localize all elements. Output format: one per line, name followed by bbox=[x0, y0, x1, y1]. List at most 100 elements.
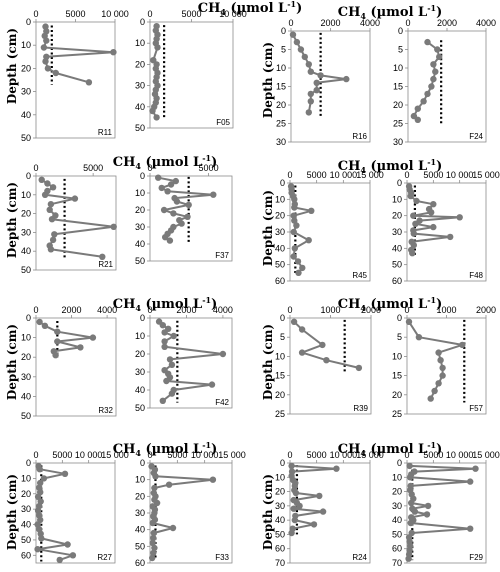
data-point bbox=[301, 53, 308, 61]
y-tick-label: 10 bbox=[393, 63, 403, 73]
data-point bbox=[459, 341, 466, 349]
data-point bbox=[48, 216, 56, 223]
x-tick-label: 10 000 bbox=[330, 450, 358, 460]
y-tick-label: 50 bbox=[21, 133, 31, 143]
chart-title: CH4 (µmol L-1) bbox=[338, 440, 443, 458]
y-tick-label: 0 bbox=[398, 26, 403, 36]
data-point bbox=[208, 381, 216, 388]
data-point bbox=[298, 349, 306, 356]
data-point bbox=[288, 462, 295, 470]
data-point bbox=[413, 197, 420, 205]
plot-frame bbox=[406, 182, 487, 282]
plot-frame bbox=[149, 317, 233, 409]
y-tick-label: 40 bbox=[21, 520, 31, 530]
data-point bbox=[407, 192, 414, 200]
data-point bbox=[184, 213, 191, 220]
plot-frame bbox=[35, 175, 117, 271]
x-tick-label: 0 bbox=[405, 18, 410, 28]
data-point bbox=[408, 499, 415, 507]
data-point bbox=[410, 230, 417, 237]
data-point bbox=[310, 521, 318, 528]
y-tick-label: 20 bbox=[135, 205, 145, 215]
data-point bbox=[293, 222, 300, 229]
y-tick-label: 60 bbox=[392, 544, 402, 554]
y-tick-label: 40 bbox=[135, 239, 145, 249]
x-tick-label: 4000 bbox=[213, 305, 233, 315]
y-tick-label: 20 bbox=[392, 487, 402, 497]
data-point bbox=[305, 61, 312, 68]
y-tick-label: 0 bbox=[280, 458, 285, 468]
plot-frame bbox=[35, 317, 117, 417]
data-point bbox=[38, 535, 45, 542]
data-point bbox=[411, 508, 419, 515]
data-point bbox=[439, 364, 446, 372]
data-point bbox=[49, 184, 57, 191]
y-tick-label: 30 bbox=[135, 367, 145, 377]
data-point bbox=[424, 38, 431, 46]
y-axis-label: Depth (cm) bbox=[261, 474, 275, 550]
data-point bbox=[52, 352, 59, 359]
y-tick-label: 5 bbox=[280, 332, 285, 342]
y-tick-label: 40 bbox=[21, 391, 31, 401]
y-axis-label: Depth (cm) bbox=[5, 474, 19, 550]
x-tick-label: 1000 bbox=[436, 305, 456, 315]
data-point bbox=[41, 322, 49, 329]
data-point bbox=[161, 329, 168, 336]
data-point bbox=[296, 502, 303, 510]
chart-title: CH4 (µmol L-1) bbox=[198, 0, 303, 17]
data-point bbox=[295, 269, 302, 276]
data-point bbox=[54, 328, 61, 335]
x-tick-label: 5000 bbox=[307, 170, 327, 180]
x-tick-label: 15 000 bbox=[472, 170, 500, 180]
y-tick-label: 40 bbox=[275, 515, 285, 525]
data-point bbox=[34, 493, 42, 500]
y-tick-label: 30 bbox=[393, 137, 403, 147]
data-point bbox=[467, 525, 474, 532]
x-tick-label: 1000 bbox=[320, 305, 340, 315]
y-tick-label: 25 bbox=[275, 409, 285, 419]
y-tick-label: 30 bbox=[135, 222, 145, 232]
data-point bbox=[153, 114, 160, 121]
y-tick-label: 10 bbox=[135, 331, 145, 341]
y-tick-label: 10 bbox=[275, 194, 285, 204]
y-tick-label: 15 bbox=[275, 371, 285, 381]
data-point bbox=[290, 212, 297, 219]
data-point bbox=[110, 49, 117, 56]
y-tick-label: 10 bbox=[275, 351, 285, 361]
data-point bbox=[305, 109, 312, 116]
y-tick-label: 10 bbox=[21, 333, 31, 343]
data-point bbox=[47, 246, 55, 253]
data-point bbox=[291, 245, 298, 252]
x-tick-label: 0 bbox=[404, 170, 409, 180]
data-point bbox=[56, 556, 63, 564]
y-tick-label: 20 bbox=[275, 211, 285, 221]
x-tick-label: 0 bbox=[33, 9, 38, 19]
series-line bbox=[408, 321, 464, 400]
data-point bbox=[44, 180, 51, 187]
x-tick-label: 0 bbox=[147, 163, 152, 173]
data-point bbox=[154, 44, 161, 51]
panel-f42: 0 2000 4000 0 10 20 30 40 50 F42 bbox=[135, 305, 233, 413]
y-tick-label: 20 bbox=[135, 59, 145, 69]
x-tick-label: 15 000 bbox=[356, 170, 384, 180]
panel-f05: 0 5000 10 000 0 10 20 30 40 50 F05 bbox=[135, 9, 247, 133]
y-tick-label: 0 bbox=[397, 458, 402, 468]
data-point bbox=[46, 206, 53, 213]
y-tick-label: 25 bbox=[393, 119, 403, 129]
data-point bbox=[161, 338, 168, 345]
plot-frame bbox=[406, 317, 487, 415]
x-tick-label: 5000 bbox=[423, 170, 443, 180]
x-tick-label: 2000 bbox=[62, 305, 82, 315]
y-tick-label: 10 bbox=[392, 351, 402, 361]
x-tick-label: 5000 bbox=[167, 450, 187, 460]
data-point bbox=[165, 481, 173, 488]
x-tick-label: 10 000 bbox=[446, 450, 474, 460]
data-point bbox=[299, 264, 306, 272]
y-tick-label: 10 bbox=[135, 188, 145, 198]
data-point bbox=[434, 46, 441, 53]
x-tick-label: 5000 bbox=[199, 163, 219, 173]
y-tick-label: 10 bbox=[21, 40, 31, 50]
y-tick-label: 0 bbox=[140, 458, 145, 468]
data-point bbox=[423, 511, 431, 518]
x-tick-label: 4000 bbox=[360, 18, 380, 28]
